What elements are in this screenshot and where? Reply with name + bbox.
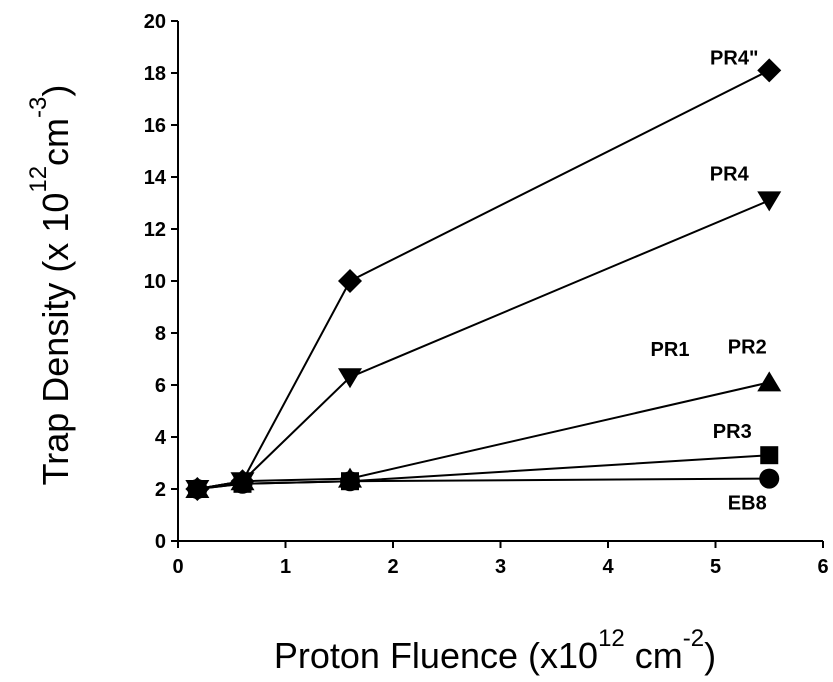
marker bbox=[760, 446, 779, 465]
y-tick-label: 0 bbox=[155, 531, 166, 553]
series-line bbox=[197, 381, 770, 490]
x-label-sup: 12 bbox=[598, 625, 625, 652]
series-line bbox=[197, 454, 770, 490]
y-tick-label: 8 bbox=[155, 323, 166, 345]
y-tick-label: 6 bbox=[155, 375, 166, 397]
marker bbox=[232, 473, 253, 494]
x-label-part: ) bbox=[704, 635, 716, 676]
series-line bbox=[197, 477, 770, 490]
x-tick-label: 1 bbox=[280, 556, 291, 578]
marker bbox=[757, 371, 782, 392]
y-label-sup: 12 bbox=[25, 166, 52, 193]
marker bbox=[757, 191, 782, 212]
x-tick-label: 4 bbox=[602, 556, 614, 578]
series-label: EB8 bbox=[728, 493, 767, 515]
y-tick-label: 10 bbox=[144, 271, 166, 293]
y-tick-label: 2 bbox=[155, 479, 166, 501]
y-tick-label: 16 bbox=[144, 115, 166, 137]
y-label-part: Trap Density (x 10 bbox=[35, 193, 76, 486]
x-label-part: cm bbox=[625, 635, 683, 676]
y-label-part: cm bbox=[35, 118, 76, 166]
x-tick-label: 5 bbox=[710, 556, 721, 578]
y-label-part: ) bbox=[35, 85, 76, 97]
marker bbox=[338, 368, 362, 389]
series-label: PR4" bbox=[710, 47, 758, 69]
y-label-sup: -3 bbox=[25, 97, 52, 118]
series-label: PR2 bbox=[728, 336, 767, 358]
y-tick-label: 12 bbox=[144, 219, 166, 241]
annotation: PR1 bbox=[651, 339, 690, 361]
x-axis-label: Proton Fluence (x1012 cm-2) bbox=[274, 625, 716, 676]
series-line bbox=[197, 69, 770, 490]
series-label: PR4 bbox=[710, 163, 750, 185]
marker bbox=[757, 58, 782, 83]
series-label: PR3 bbox=[713, 421, 752, 443]
marker bbox=[338, 269, 362, 293]
x-tick-label: 0 bbox=[172, 556, 183, 578]
y-tick-label: 4 bbox=[155, 427, 167, 449]
marker bbox=[187, 479, 208, 499]
x-tick-label: 6 bbox=[817, 556, 828, 578]
y-tick-label: 14 bbox=[144, 167, 167, 189]
y-axis-label: Trap Density (x 1012cm-3) bbox=[25, 85, 76, 486]
x-label-sup: -2 bbox=[683, 625, 704, 652]
y-tick-label: 18 bbox=[144, 63, 166, 85]
marker bbox=[340, 471, 360, 492]
x-label-part: Proton Fluence (x10 bbox=[274, 635, 598, 676]
y-tick-label: 20 bbox=[144, 11, 166, 33]
x-tick-label: 2 bbox=[387, 556, 398, 578]
marker bbox=[759, 468, 780, 489]
x-tick-label: 3 bbox=[495, 556, 506, 578]
